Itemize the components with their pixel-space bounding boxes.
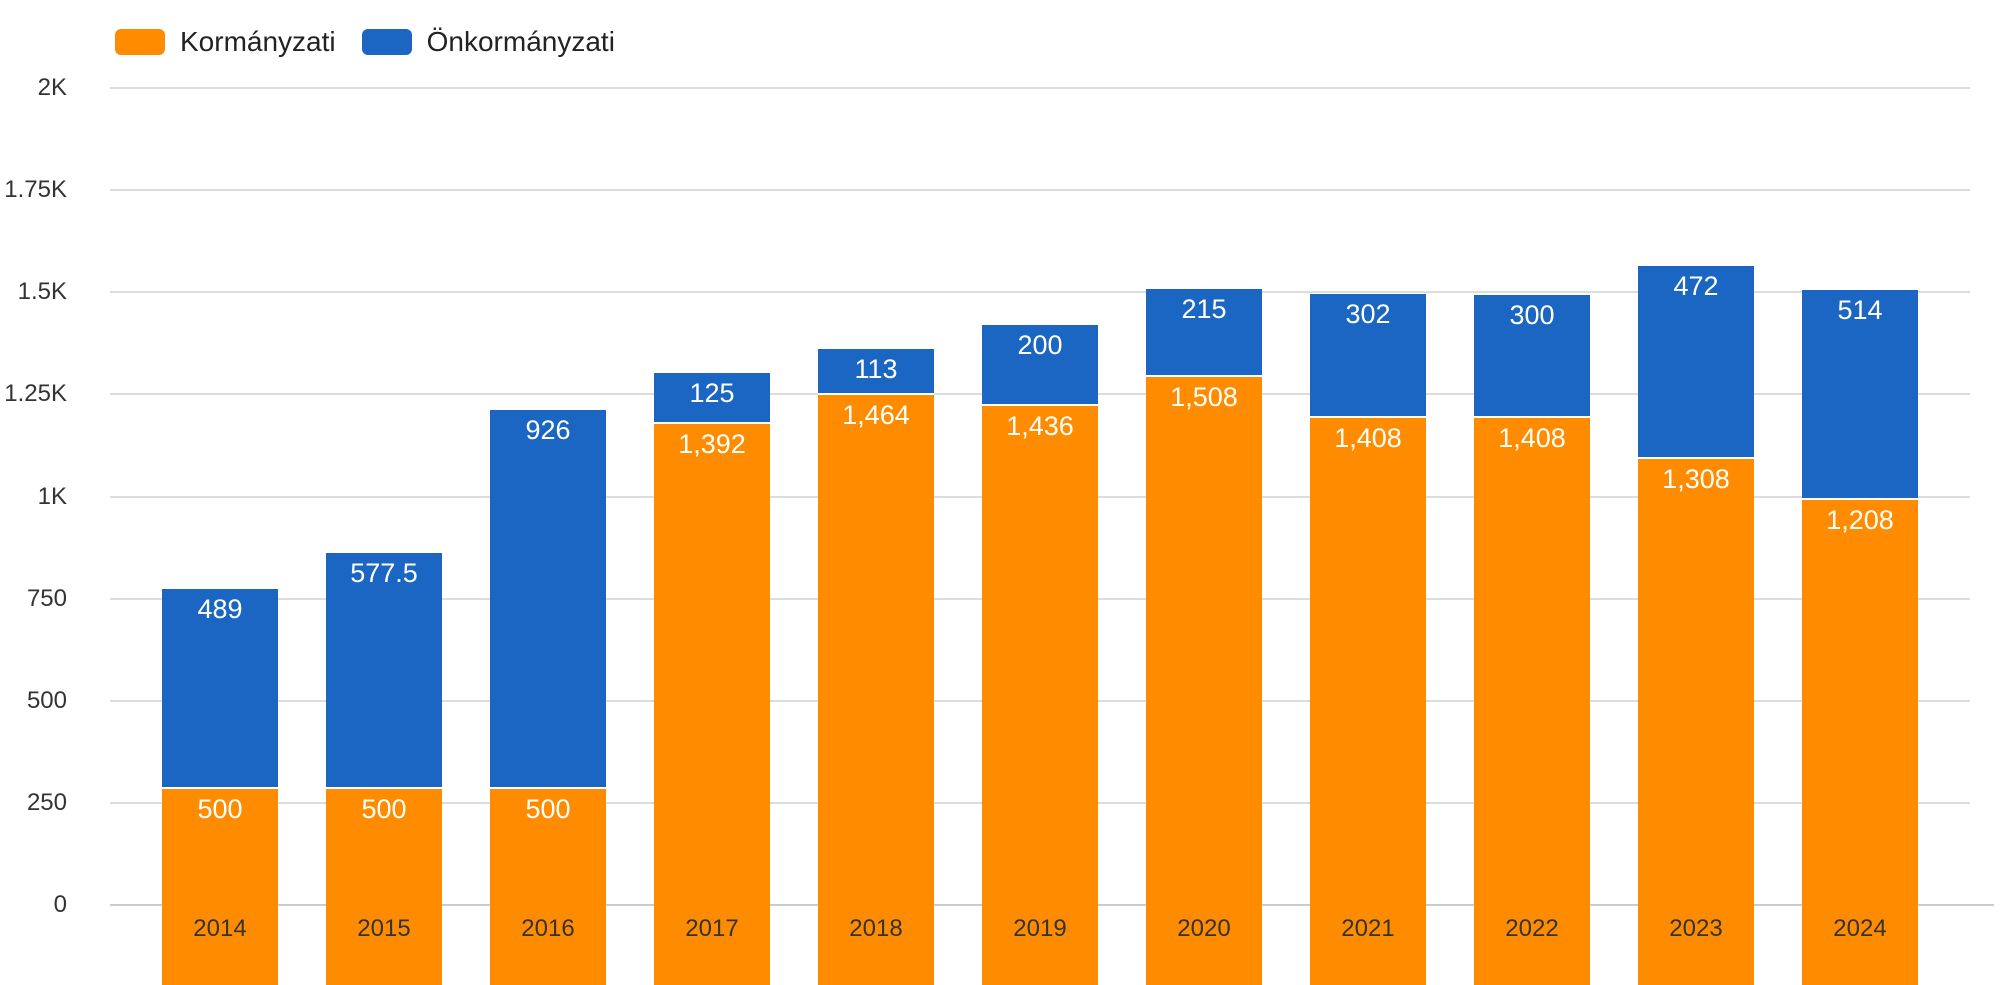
x-axis-tick-label: 2020 — [1177, 915, 1231, 942]
bar-value-label: 1,208 — [1826, 504, 1894, 535]
bar-segment-onkormanyzati-2017[interactable]: 125 — [654, 373, 770, 425]
bar-segment-kormanyzati-2017[interactable]: 1,392 — [654, 424, 770, 985]
x-axis-tick-label: 2022 — [1505, 915, 1559, 942]
legend-label: Kormányzati — [180, 26, 336, 57]
bar-segment-onkormanyzati-2023[interactable]: 472 — [1638, 265, 1754, 459]
bar-2020: 215 1,508 — [1146, 289, 1262, 985]
y-axis-tick-label: 1.25K — [4, 380, 67, 408]
y-axis-tick-label: 250 — [26, 788, 67, 816]
x-axis-tick-label: 2015 — [357, 915, 411, 942]
bar-segment-onkormanyzati-2024[interactable]: 514 — [1802, 289, 1918, 500]
bar-value-label: 577.5 — [350, 557, 418, 588]
bar-value-label: 1,464 — [842, 399, 910, 430]
bar-value-label: 1,392 — [678, 429, 746, 460]
bar-segment-kormanyzati-2018[interactable]: 1,464 — [818, 394, 934, 985]
bar-segment-kormanyzati-2021[interactable]: 1,408 — [1310, 417, 1426, 985]
y-axis-tick-label: 1.5K — [17, 278, 67, 306]
legend-swatch-icon — [361, 29, 412, 55]
bar-2022: 300 1,408 — [1474, 295, 1590, 985]
bar-value-label: 500 — [361, 793, 407, 824]
legend-label: Önkormányzati — [426, 26, 615, 57]
y-axis-tick-label: 1K — [37, 482, 67, 510]
x-axis-tick-label: 2018 — [849, 915, 903, 942]
bar-value-label: 1,408 — [1498, 422, 1566, 453]
bar-segment-onkormanyzati-2015[interactable]: 577.5 — [326, 552, 442, 789]
bar-value-label: 926 — [525, 415, 571, 446]
bar-value-label: 215 — [1181, 294, 1227, 325]
bar-segment-kormanyzati-2014[interactable]: 500 — [162, 788, 278, 985]
gridline — [110, 87, 1970, 89]
bar-value-label: 1,508 — [1170, 381, 1238, 412]
y-axis-tick-label: 750 — [26, 584, 67, 612]
bar-value-label: 514 — [1837, 294, 1883, 325]
legend-swatch-icon — [115, 29, 165, 55]
bar-segment-kormanyzati-2019[interactable]: 1,436 — [982, 406, 1098, 985]
bar-segment-onkormanyzati-2014[interactable]: 489 — [162, 589, 278, 789]
x-axis-tick-label: 2024 — [1833, 915, 1887, 942]
bar-value-label: 472 — [1673, 270, 1719, 301]
y-axis-tick-label: 2K — [37, 74, 67, 101]
bar-value-label: 300 — [1509, 300, 1555, 331]
plot-area: 2K 1.75K 1.5K 1.25K 1K 750 500 250 0 489 500 2014 57… — [4, 76, 1994, 985]
bar-value-label: 113 — [854, 353, 898, 384]
x-axis-tick-label: 2014 — [193, 915, 247, 942]
legend-item-onkormanyzati[interactable]: Önkormányzati — [361, 26, 615, 58]
bar-segment-kormanyzati-2015[interactable]: 500 — [326, 788, 442, 985]
bar-value-label: 500 — [197, 793, 243, 824]
bar-2019: 200 1,436 — [982, 324, 1098, 985]
bar-segment-onkormanyzati-2021[interactable]: 302 — [1310, 294, 1426, 418]
bar-segment-kormanyzati-2016[interactable]: 500 — [490, 788, 606, 985]
gridline — [110, 291, 1970, 294]
bar-segment-kormanyzati-2023[interactable]: 1,308 — [1638, 458, 1754, 985]
bar-value-label: 500 — [525, 793, 571, 824]
bar-2016: 926 500 — [490, 410, 606, 985]
bar-value-label: 489 — [197, 594, 243, 624]
x-axis-tick-label: 2021 — [1341, 915, 1395, 942]
x-axis-tick-label: 2017 — [685, 915, 739, 942]
bar-segment-onkormanyzati-2022[interactable]: 300 — [1474, 295, 1590, 418]
bar-value-label: 200 — [1017, 329, 1063, 360]
y-axis-tick-label: 1.75K — [4, 176, 67, 204]
bar-segment-onkormanyzati-2016[interactable]: 926 — [490, 410, 606, 789]
bar-2024: 514 1,208 — [1802, 289, 1918, 985]
bar-value-label: 1,308 — [1662, 463, 1730, 494]
bar-2014: 489 500 — [162, 589, 278, 985]
chart-legend: Kormányzati Önkormányzati — [115, 26, 641, 58]
x-axis-tick-label: 2019 — [1013, 915, 1067, 942]
bar-2021: 302 1,408 — [1310, 294, 1426, 985]
bar-segment-onkormanyzati-2018[interactable]: 113 — [818, 348, 934, 395]
y-axis-tick-label: 500 — [26, 686, 67, 714]
bar-value-label: 125 — [689, 378, 735, 409]
bar-segment-onkormanyzati-2019[interactable]: 200 — [982, 324, 1098, 407]
bar-value-label: 1,408 — [1334, 422, 1402, 453]
bar-2023: 472 1,308 — [1638, 265, 1754, 985]
legend-item-kormanyzati[interactable]: Kormányzati — [115, 26, 336, 58]
x-axis-tick-label: 2016 — [521, 915, 575, 942]
bar-value-label: 1,436 — [1006, 411, 1074, 442]
y-axis-tick-label: 0 — [53, 891, 67, 918]
gridline — [110, 189, 1970, 192]
x-axis-tick-label: 2023 — [1669, 915, 1723, 942]
bar-value-label: 302 — [1345, 299, 1391, 330]
bar-segment-kormanyzati-2020[interactable]: 1,508 — [1146, 376, 1262, 985]
bar-2017: 125 1,392 — [654, 373, 770, 985]
bar-2018: 113 1,464 — [818, 348, 934, 985]
bar-segment-onkormanyzati-2020[interactable]: 215 — [1146, 289, 1262, 377]
bar-segment-kormanyzati-2022[interactable]: 1,408 — [1474, 417, 1590, 985]
bar-2015: 577.5 500 — [326, 552, 442, 985]
bar-segment-kormanyzati-2024[interactable]: 1,208 — [1802, 499, 1918, 985]
